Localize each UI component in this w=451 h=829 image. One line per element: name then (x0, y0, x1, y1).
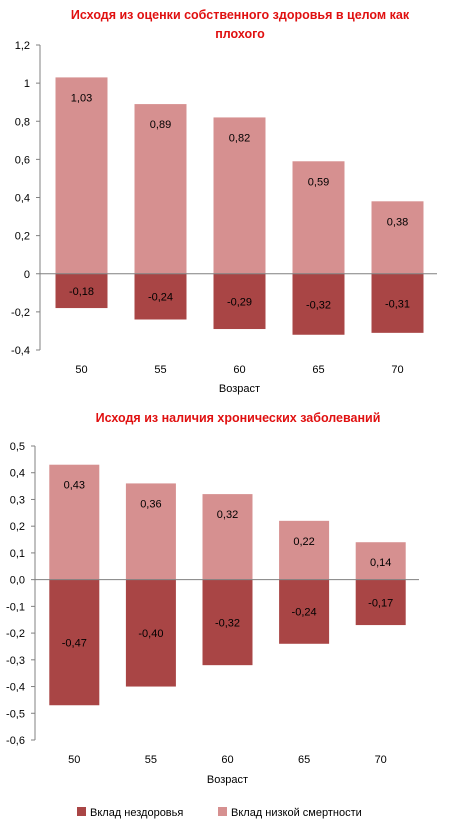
x-tick-label: 65 (298, 754, 310, 766)
chart-chronic-diseases: Исходя из наличия хронических заболевани… (6, 411, 419, 786)
bar-low-mortality (355, 542, 406, 580)
bar-unhealth (202, 579, 253, 666)
x-tick-label: 50 (68, 754, 80, 766)
legend-swatch-unhealth (77, 807, 86, 816)
bar-low-mortality (371, 201, 424, 274)
y-tick-label: -0,2 (11, 307, 30, 319)
y-tick-label: -0,4 (6, 682, 25, 694)
x-tick-label: 55 (145, 754, 157, 766)
bar-low-mortality (134, 104, 187, 274)
bar-low-mortality (125, 483, 176, 580)
legend: Вклад нездоровья Вклад низкой смертности (77, 807, 362, 819)
data-label: 0,36 (140, 498, 161, 510)
bar-low-mortality (292, 161, 345, 274)
x-tick-label: 50 (75, 364, 87, 376)
bar-unhealth (134, 273, 187, 320)
x-tick-label: 65 (312, 364, 324, 376)
y-tick-label: 0,4 (15, 193, 30, 205)
y-tick-label: 0 (24, 269, 30, 281)
chart-title-line: Исходя из наличия хронических заболевани… (96, 411, 381, 425)
chart-title-line: плохого (215, 27, 265, 41)
data-label: -0,17 (368, 597, 393, 609)
data-label: -0,29 (227, 296, 252, 308)
data-label: -0,32 (215, 617, 240, 629)
bar-unhealth (55, 273, 108, 309)
data-label: 0,38 (387, 216, 408, 228)
data-label: -0,32 (306, 299, 331, 311)
y-tick-label: 0,8 (15, 116, 30, 128)
y-tick-label: 0,3 (10, 494, 25, 506)
y-tick-label: 1 (24, 78, 30, 90)
y-tick-label: -0,2 (6, 628, 25, 640)
bar-unhealth (371, 273, 424, 333)
y-tick-label: 0,4 (10, 468, 25, 480)
y-tick-label: -0,1 (6, 601, 25, 613)
y-tick-label: -0,3 (6, 655, 25, 667)
x-tick-label: 70 (391, 364, 403, 376)
bar-low-mortality (49, 464, 100, 580)
data-label: 1,03 (71, 92, 92, 104)
bar-low-mortality (213, 117, 266, 274)
legend-swatch-low-mortality (218, 807, 227, 816)
x-tick-label: 60 (221, 754, 233, 766)
y-tick-label: 0,5 (10, 441, 25, 453)
x-axis-title: Возраст (219, 383, 260, 395)
x-axis-title: Возраст (207, 774, 248, 786)
bar-unhealth (292, 273, 345, 335)
data-label: 0,22 (293, 536, 314, 548)
data-label: 0,32 (217, 509, 238, 521)
data-label: 0,89 (150, 119, 171, 131)
x-tick-label: 60 (233, 364, 245, 376)
data-label: -0,31 (385, 298, 410, 310)
data-label: 0,14 (370, 557, 391, 569)
data-label: 0,43 (64, 480, 85, 492)
y-tick-label: 0,0 (10, 575, 25, 587)
y-tick-label: -0,6 (6, 735, 25, 747)
data-label: -0,40 (138, 628, 163, 640)
data-label: -0,18 (69, 286, 94, 298)
y-tick-label: 0,6 (15, 154, 30, 166)
chart-self-rated-health: Исходя из оценки собственного здоровья в… (11, 8, 437, 395)
chart-title-line: Исходя из оценки собственного здоровья в… (71, 8, 410, 22)
bar-unhealth (125, 579, 176, 687)
bar-low-mortality (55, 77, 108, 274)
bar-unhealth (213, 273, 266, 330)
bar-unhealth (49, 579, 100, 706)
bar-unhealth (279, 579, 330, 644)
y-tick-label: 0,2 (15, 231, 30, 243)
y-tick-label: -0,4 (11, 345, 30, 357)
data-label: -0,24 (148, 292, 173, 304)
data-label: -0,47 (62, 637, 87, 649)
y-tick-label: 0,1 (10, 548, 25, 560)
data-label: 0,59 (308, 176, 329, 188)
legend-label-low-mortality: Вклад низкой смертности (231, 807, 362, 819)
data-label: -0,24 (292, 607, 317, 619)
x-tick-label: 55 (154, 364, 166, 376)
bar-low-mortality (279, 520, 330, 580)
data-label: 0,82 (229, 132, 250, 144)
y-tick-label: 1,2 (15, 40, 30, 52)
y-tick-label: -0,5 (6, 708, 25, 720)
y-tick-label: 0,2 (10, 521, 25, 533)
x-tick-label: 70 (375, 754, 387, 766)
legend-label-unhealth: Вклад нездоровья (90, 807, 183, 819)
bar-low-mortality (202, 494, 253, 580)
bar-unhealth (355, 579, 406, 626)
